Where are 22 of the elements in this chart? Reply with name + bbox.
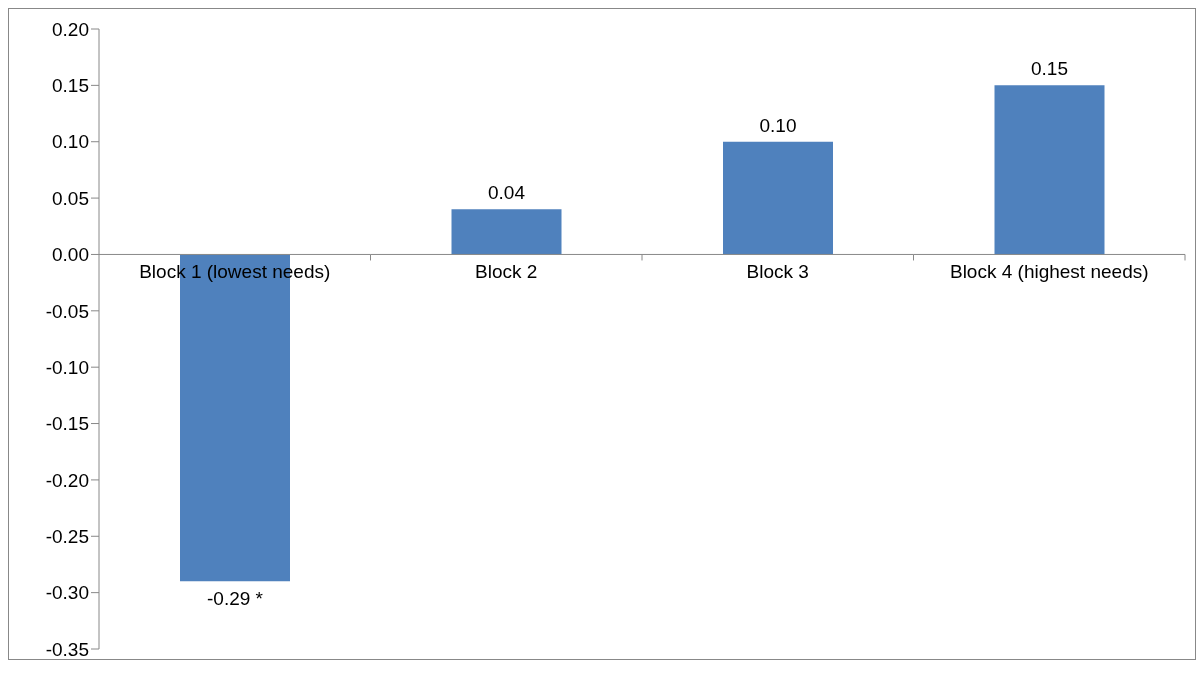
y-tick-label: -0.35 (45, 638, 89, 660)
bar (723, 141, 833, 255)
data-label: 0.15 (1031, 58, 1068, 80)
y-tick-label: -0.30 (45, 582, 89, 604)
x-tick-label: Block 3 (746, 261, 809, 283)
y-tick-label: -0.20 (45, 469, 89, 491)
bar (994, 85, 1105, 255)
y-tick-label: -0.05 (45, 300, 89, 322)
y-tick-label: 0.10 (52, 131, 89, 153)
x-tick-label: Block 4 (highest needs) (949, 261, 1149, 283)
y-tick-label: 0.00 (52, 244, 89, 266)
data-label: 0.04 (488, 182, 526, 204)
y-tick-label: 0.05 (52, 187, 89, 209)
y-tick-label: 0.20 (52, 18, 89, 40)
y-tick-label: 0.15 (52, 75, 89, 97)
x-tick-label: Block 2 (475, 261, 538, 283)
data-label: -0.29 * (207, 588, 264, 610)
y-tick-label: -0.25 (45, 526, 89, 548)
y-tick-label: -0.15 (45, 413, 89, 435)
bar (451, 209, 562, 255)
y-tick-label: -0.10 (45, 356, 89, 378)
data-label: 0.10 (759, 114, 797, 136)
